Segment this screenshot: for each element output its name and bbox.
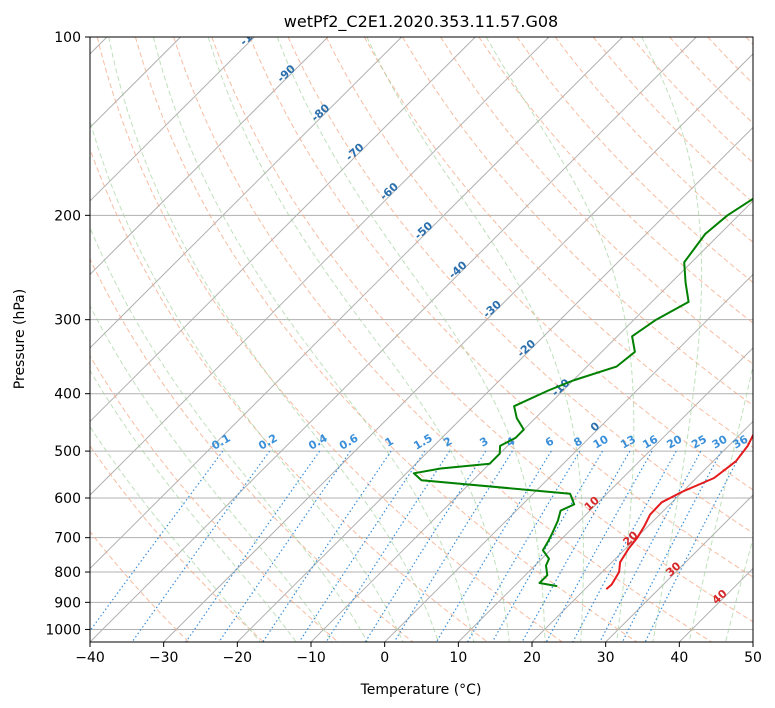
mixing-ratio-line — [364, 450, 487, 642]
dry-adiabat — [211, 37, 753, 623]
dry-adiabat — [554, 37, 753, 243]
moist-adiabat — [688, 363, 753, 642]
y-tick-label: 100 — [54, 30, 81, 46]
isotherm-label: -100 — [237, 20, 266, 48]
dry-adiabat — [325, 37, 753, 491]
y-axis: 100 200 300 400 500 600 700 800 900 1000 — [45, 30, 90, 638]
dry-adiabat — [287, 37, 753, 534]
x-tick-label: 50 — [744, 650, 762, 666]
dry-adiabat — [173, 37, 712, 642]
mixing-ratio-line — [185, 450, 321, 642]
y-tick-label: 300 — [54, 313, 81, 329]
isotherm-gridline — [90, 37, 329, 276]
moist-adiabat — [366, 37, 584, 642]
dry-adiabat — [402, 37, 753, 406]
chart-title: wetPf2_C2E1.2020.353.11.57.G08 — [284, 12, 558, 32]
isotherm-gridline — [163, 53, 753, 642]
isotherm-gridline — [236, 126, 753, 642]
moist-adiabat — [207, 37, 510, 642]
x-axis-title: Temperature (°C) — [360, 682, 482, 698]
moist-adiabat — [90, 119, 404, 642]
y-tick-label: 1000 — [45, 622, 81, 638]
y-tick-label: 800 — [54, 565, 81, 581]
isotherm-gridline — [90, 37, 697, 642]
plot-area: 0.10.20.40.611.52346810131620253036-100-… — [90, 20, 753, 642]
y-tick-label: 500 — [54, 444, 81, 460]
dry-adiabat — [516, 37, 753, 284]
y-tick-label: 200 — [54, 208, 81, 224]
isotherm-gridline — [605, 494, 753, 642]
isotherm-gridline — [457, 347, 753, 642]
mixing-ratio-line — [491, 450, 604, 642]
x-tick-label: −40 — [75, 650, 105, 666]
series-layer — [412, 197, 753, 590]
temperature-profile-line — [605, 432, 753, 590]
plot-frame — [89, 36, 754, 643]
dry-adiabat — [90, 258, 414, 642]
dry-adiabat — [249, 37, 753, 578]
mixing-ratio-line — [545, 450, 653, 642]
x-tick-label: −10 — [296, 650, 326, 666]
y-tick-label: 900 — [54, 595, 81, 611]
x-tick-label: 30 — [597, 650, 615, 666]
mixing-ratio-line — [521, 450, 631, 642]
isotherm-gridline — [90, 37, 550, 496]
background-lines — [90, 37, 753, 642]
moist-adiabat — [90, 369, 297, 642]
x-tick-label: 10 — [449, 650, 467, 666]
x-axis: −40 −30 −20 −10 0 10 20 30 40 50 — [75, 642, 762, 666]
isotherm-gridline — [90, 37, 476, 423]
moist-adiabat — [641, 37, 703, 642]
mixing-ratio-line — [393, 450, 513, 642]
x-tick-label: −20 — [223, 650, 253, 666]
mixing-ratio-line — [435, 450, 552, 642]
dry-adiabat — [90, 444, 264, 642]
moist-adiabat — [485, 37, 635, 642]
isotherm-gridline — [531, 420, 753, 642]
dewpoint-profile-line — [412, 197, 753, 588]
mixing-ratio-line — [599, 450, 702, 642]
x-tick-label: 0 — [380, 650, 389, 666]
moist-adiabat — [276, 37, 546, 642]
mixing-ratio-line — [466, 450, 581, 642]
moist-adiabat — [108, 37, 439, 642]
isotherm-gridline — [90, 37, 402, 349]
isotherm-gridline — [90, 37, 255, 202]
mixing-ratio-line — [218, 450, 351, 642]
moist-adiabat — [90, 304, 333, 642]
y-axis-title: Pressure (hPa) — [12, 289, 28, 389]
y-tick-label: 400 — [54, 387, 81, 403]
dry-adiabat — [134, 37, 638, 642]
dry-adiabat — [96, 37, 563, 642]
dry-adiabat — [363, 37, 753, 448]
moist-adiabat — [152, 37, 475, 642]
moist-adiabat — [90, 226, 369, 642]
y-tick-label: 600 — [54, 491, 81, 507]
mixing-ratio-line — [572, 450, 677, 642]
isotherm-gridline — [384, 273, 753, 642]
x-tick-label: 40 — [670, 650, 688, 666]
dry-adiabat — [90, 355, 339, 642]
dry-adiabat — [440, 37, 753, 365]
dry-adiabat — [631, 37, 753, 164]
x-tick-label: −30 — [149, 650, 179, 666]
mixing-ratio-line — [131, 450, 271, 642]
isotherm-gridline — [90, 37, 623, 570]
dry-adiabat — [90, 147, 488, 642]
y-tick-label: 700 — [54, 531, 81, 547]
x-tick-label: 20 — [523, 650, 541, 666]
